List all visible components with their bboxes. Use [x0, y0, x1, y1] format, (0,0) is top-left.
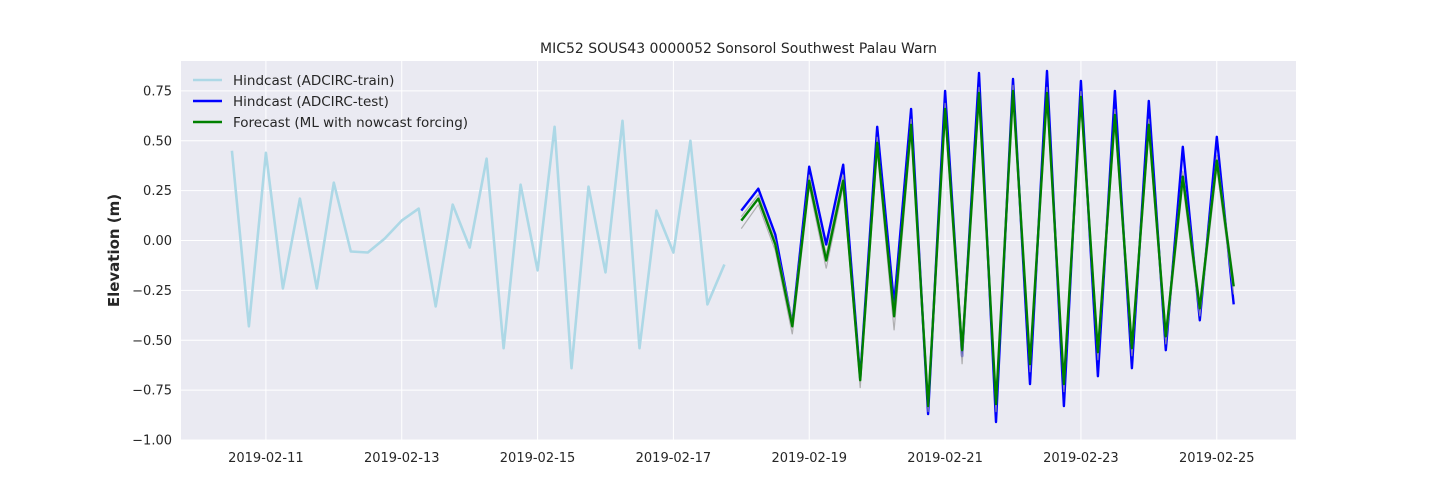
x-tick-label: 2019-02-17 [636, 451, 712, 466]
x-tick-label: 2019-02-15 [500, 451, 576, 466]
x-tick-label: 2019-02-13 [364, 451, 440, 466]
x-axis: 2019-02-11 2019-02-13 2019-02-15 2019-02-17… [228, 451, 1254, 466]
y-tick-label: 0.00 [143, 234, 172, 249]
y-tick-label: 0.75 [143, 84, 172, 99]
y-axis: −1.00 −0.75 −0.50 −0.25 0.00 0.25 0.50 0.75 [132, 84, 172, 448]
y-tick-label: 0.25 [143, 184, 172, 199]
x-tick-label: 2019-02-23 [1043, 451, 1119, 466]
x-tick-label: 2019-02-19 [771, 451, 847, 466]
series-line-hindcast-train [230, 119, 726, 370]
plot-area [181, 61, 1296, 440]
y-axis-label: Elevation (m) [105, 194, 123, 307]
x-tick-label: 2019-02-21 [907, 451, 983, 466]
x-tick-label: 2019-02-11 [228, 451, 304, 466]
legend-label: Hindcast (ADCIRC-train) [233, 73, 394, 89]
y-tick-label: 0.50 [143, 134, 172, 149]
y-tick-label: −0.50 [132, 334, 172, 349]
x-tick-label: 2019-02-25 [1179, 451, 1255, 466]
series-layer [230, 69, 1235, 424]
legend-label: Hindcast (ADCIRC-test) [233, 94, 389, 110]
series-line-forecast [740, 89, 1235, 408]
legend-label: Forecast (ML with nowcast forcing) [233, 115, 468, 131]
y-tick-label: −0.25 [132, 284, 172, 299]
chart-title: MIC52 SOUS43 0000052 Sonsorol Southwest … [540, 41, 937, 57]
legend: Hindcast (ADCIRC-train) Hindcast (ADCIRC-… [193, 73, 468, 131]
y-tick-label: −1.00 [132, 434, 172, 449]
y-tick-label: −0.75 [132, 384, 172, 399]
